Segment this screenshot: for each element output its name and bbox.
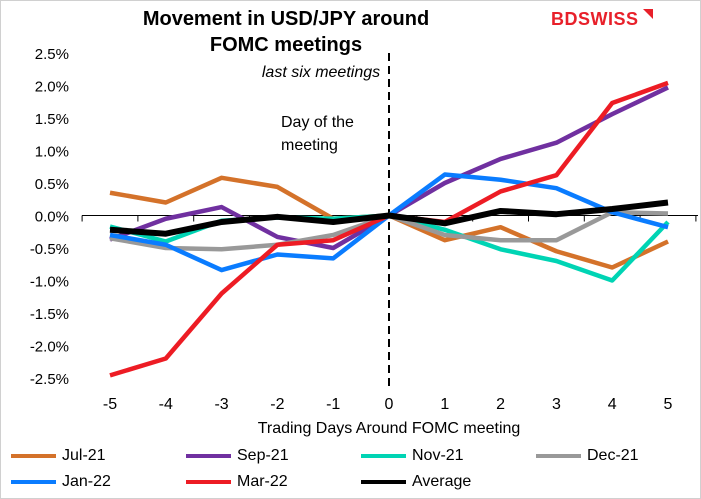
y-tick-label: 2.0% xyxy=(35,79,69,96)
x-axis-label: Trading Days Around FOMC meeting xyxy=(258,420,521,437)
legend-label: Average xyxy=(412,473,472,490)
legend-item: Jul-21 xyxy=(11,447,106,465)
legend-label: Sep-21 xyxy=(237,447,289,464)
x-tick-label: 2 xyxy=(496,396,505,413)
y-tick-label: 2.5% xyxy=(35,46,69,63)
x-tick-label: -3 xyxy=(214,396,228,413)
legend-swatch xyxy=(186,454,231,458)
x-tick-label: -1 xyxy=(326,396,340,413)
legend-label: Dec-21 xyxy=(587,447,639,464)
legend-swatch xyxy=(361,480,406,484)
series-line-average xyxy=(109,199,669,237)
legend-label: Nov-21 xyxy=(412,447,464,464)
logo-triangle-icon xyxy=(642,9,653,19)
y-tick-label: -2.5% xyxy=(30,371,69,388)
x-tick-label: -4 xyxy=(159,396,173,413)
y-tick-label: 1.0% xyxy=(35,144,69,161)
legend-swatch xyxy=(186,480,231,484)
chart-subtitle: last six meetings xyxy=(261,64,381,81)
legend-label: Mar-22 xyxy=(237,473,288,490)
bdswiss-logo: BDSWISS xyxy=(551,9,653,30)
legend-item: Jan-22 xyxy=(11,473,111,491)
legend-swatch xyxy=(536,454,581,458)
x-tick-label: 3 xyxy=(552,396,561,413)
legend-label: Jul-21 xyxy=(62,447,106,464)
y-tick-label: -1.0% xyxy=(30,274,69,291)
x-tick-label: -2 xyxy=(270,396,284,413)
y-tick-label: -2.0% xyxy=(30,339,69,356)
legend-swatch xyxy=(361,454,406,458)
x-tick-label: 1 xyxy=(440,396,449,413)
meeting-annotation: Day of the meeting xyxy=(281,114,354,154)
y-tick-label: 0.0% xyxy=(35,209,69,226)
x-tick-label: 4 xyxy=(608,396,617,413)
legend-item: Nov-21 xyxy=(361,447,464,465)
legend-label: Jan-22 xyxy=(62,473,111,490)
y-tick-label: -1.5% xyxy=(30,306,69,323)
x-tick-label: -5 xyxy=(103,396,117,413)
legend-swatch xyxy=(11,480,56,484)
x-tick-label: 0 xyxy=(385,396,394,413)
legend-item: Mar-22 xyxy=(186,473,288,491)
y-tick-label: 0.5% xyxy=(35,176,69,193)
legend-item: Average xyxy=(361,473,471,491)
chart-title: Movement in USD/JPY around FOMC meetings xyxy=(142,8,430,56)
y-tick-label: 1.5% xyxy=(35,111,69,128)
x-tick-label: 5 xyxy=(664,396,673,413)
logo-text: BDSWISS xyxy=(551,9,639,29)
legend-swatch xyxy=(11,454,56,458)
legend-item: Dec-21 xyxy=(536,447,639,465)
legend-item: Sep-21 xyxy=(186,447,289,465)
y-tick-label: -0.5% xyxy=(30,241,69,258)
